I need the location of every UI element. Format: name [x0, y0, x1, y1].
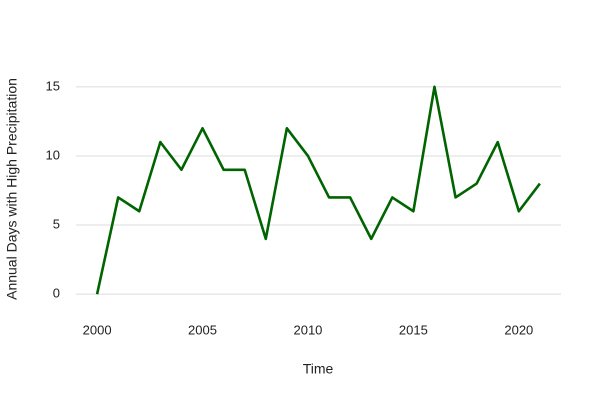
y-axis-title: Annual Days with High Precipitation — [4, 78, 20, 300]
y-tick-label: 5 — [53, 216, 60, 231]
x-tick-label: 2015 — [399, 322, 428, 337]
y-tick-label: 10 — [46, 147, 60, 162]
y-tick-label: 0 — [53, 286, 60, 301]
x-axis-title: Time — [303, 361, 334, 377]
x-tick-label: 2005 — [188, 322, 217, 337]
x-tick-label: 2000 — [83, 322, 112, 337]
y-tick-label: 15 — [46, 78, 60, 93]
x-tick-label: 2010 — [293, 322, 322, 337]
x-tick-label: 2020 — [504, 322, 533, 337]
data-line — [95, 85, 541, 295]
